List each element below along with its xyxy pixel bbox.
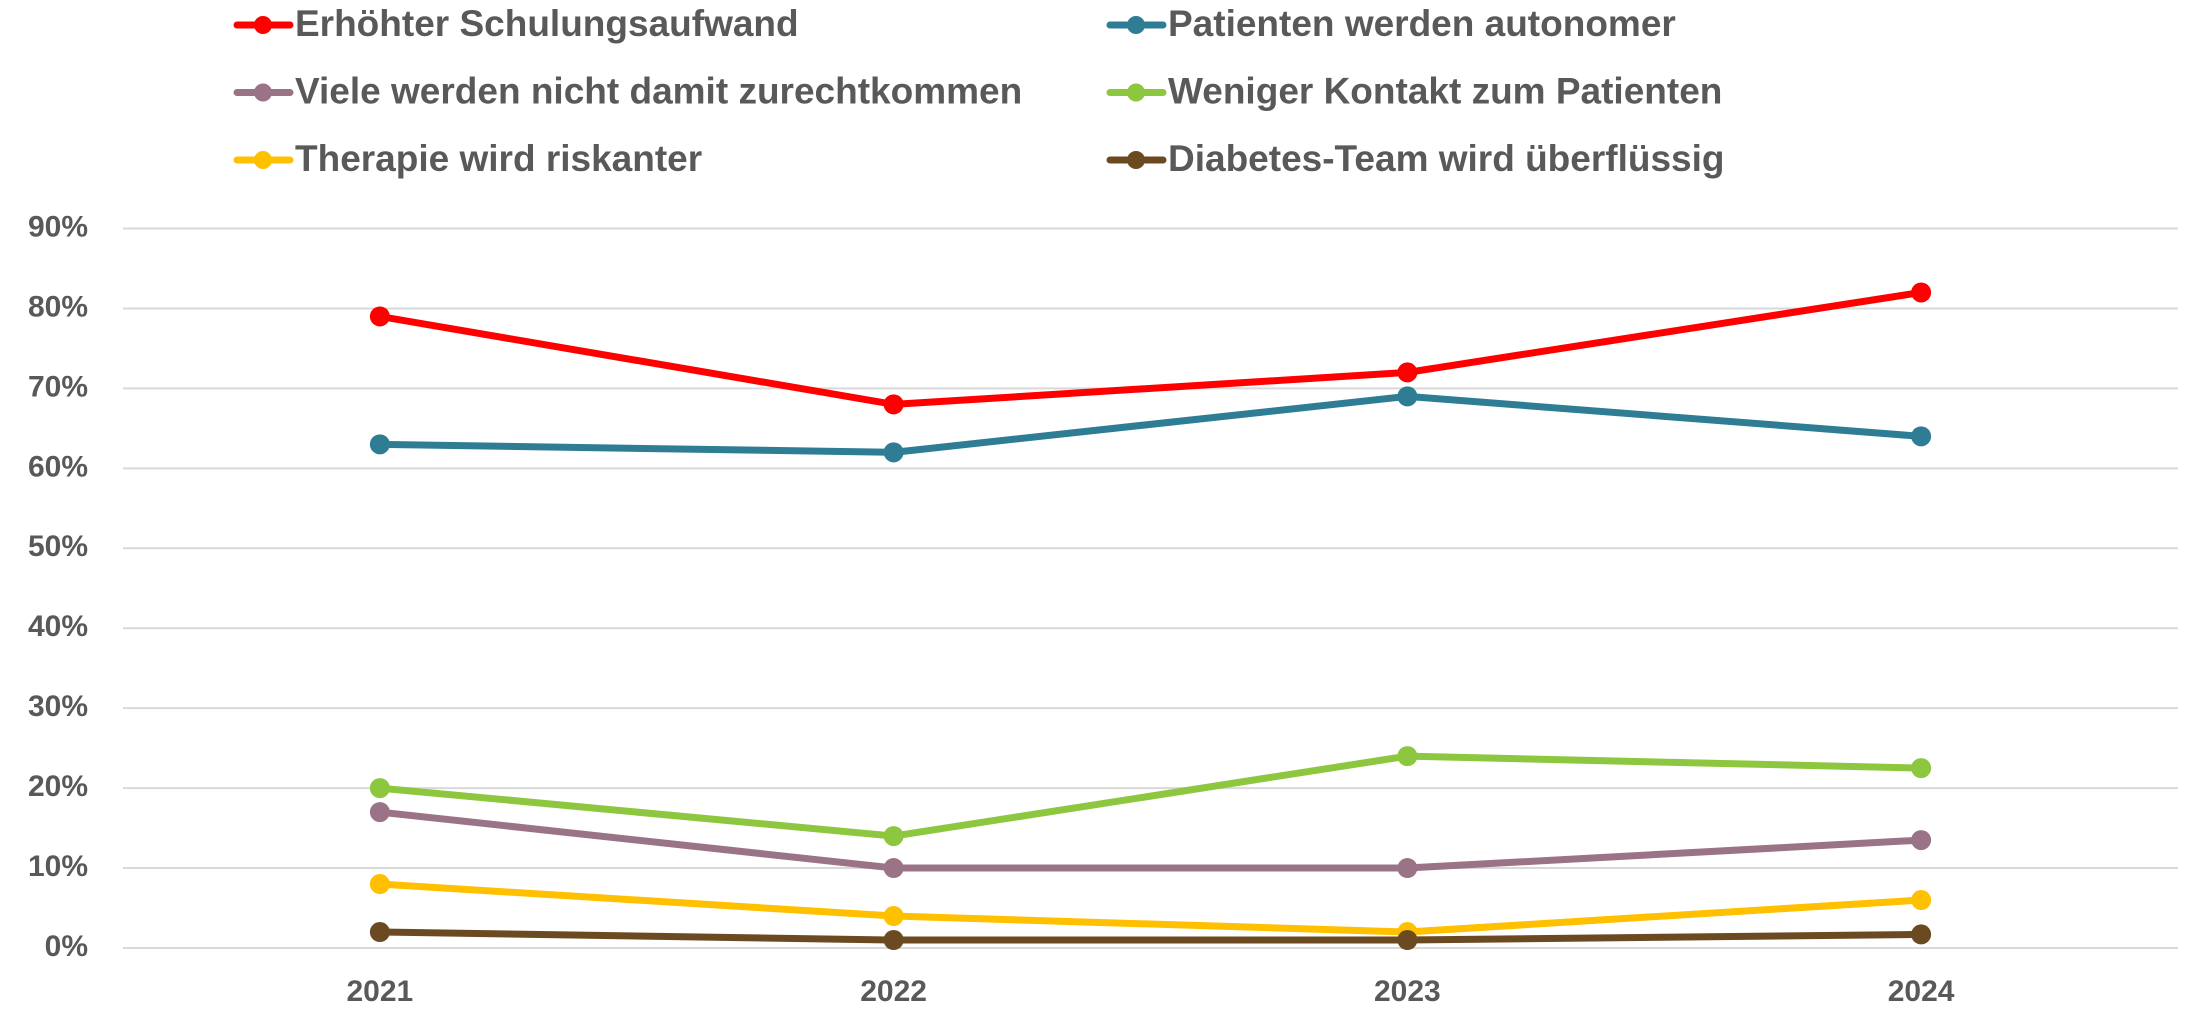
point (1911, 282, 1932, 303)
legend-label: Patienten werden autonomer (1168, 3, 1676, 44)
y-tick-label: 80% (28, 290, 88, 323)
point (883, 930, 904, 951)
point (369, 434, 390, 455)
series-line (379, 928, 1922, 944)
x-tick-label: 2022 (860, 975, 927, 1008)
series-line (379, 880, 1922, 936)
point (369, 874, 390, 895)
x-tick-label: 2024 (1888, 975, 1955, 1008)
x-tick-label: 2021 (347, 975, 414, 1008)
legend-label: Diabetes-Team wird überflüssig (1168, 138, 1725, 179)
point (1911, 890, 1932, 911)
legend-marker (1127, 83, 1145, 102)
point (1911, 426, 1932, 447)
point (369, 802, 390, 823)
point (883, 394, 904, 415)
point (369, 922, 390, 943)
legend-label: Weniger Kontakt zum Patienten (1168, 70, 1722, 111)
point (1911, 758, 1932, 779)
legend-label: Viele werden nicht damit zurechtkommen (295, 70, 1022, 111)
y-tick-label: 60% (28, 450, 88, 483)
point (1397, 858, 1418, 879)
series-line (379, 752, 1922, 840)
y-tick-label: 70% (28, 370, 88, 403)
point (369, 778, 390, 799)
point (1397, 362, 1418, 383)
point (1911, 830, 1932, 851)
point (1911, 924, 1932, 945)
y-tick-label: 20% (28, 770, 88, 803)
legend-label: Therapie wird riskanter (295, 138, 702, 179)
point (369, 306, 390, 327)
legend-marker (1127, 151, 1145, 169)
x-tick-label: 2023 (1374, 975, 1441, 1008)
point (883, 858, 904, 879)
y-tick-label: 90% (28, 210, 88, 243)
point (1397, 386, 1418, 407)
y-tick-label: 10% (28, 850, 88, 883)
point (883, 906, 904, 927)
point (883, 826, 904, 847)
series-line (379, 288, 1922, 408)
y-tick-label: 0% (45, 930, 88, 963)
point (1397, 930, 1418, 951)
y-tick-label: 30% (28, 690, 88, 723)
legend-marker (254, 16, 272, 34)
point (883, 442, 904, 463)
y-tick-label: 40% (28, 610, 88, 643)
legend-marker (254, 151, 272, 169)
y-tick-label: 50% (28, 530, 88, 563)
legend-marker (254, 83, 272, 102)
series-line (379, 808, 1922, 872)
series-line (379, 392, 1922, 456)
legend-marker (1127, 16, 1145, 34)
legend-label: Erhöhter Schulungsaufwand (295, 3, 799, 44)
point (1397, 746, 1418, 767)
